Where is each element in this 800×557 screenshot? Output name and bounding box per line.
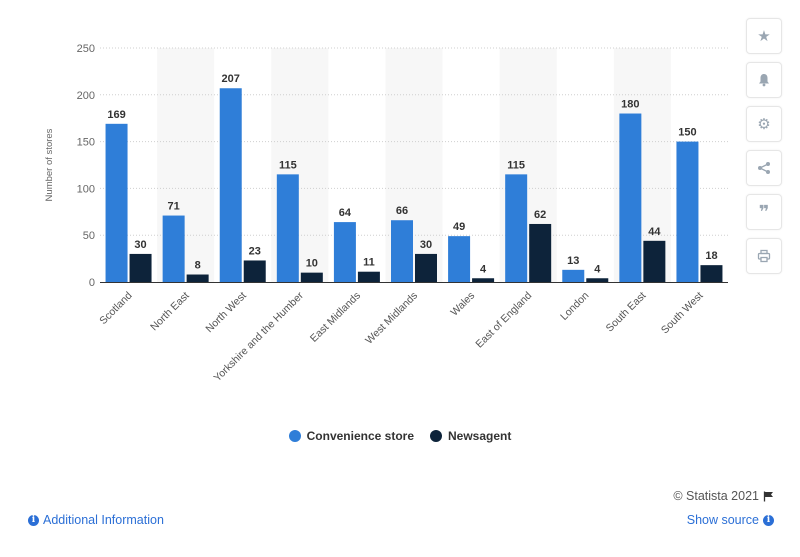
x-tick-label: North West	[203, 290, 249, 336]
y-axis-title: Number of stores	[44, 128, 55, 201]
data-label: 23	[249, 245, 261, 257]
data-label: 30	[420, 239, 432, 251]
x-tick-label: South East	[604, 290, 649, 335]
legend-marker-convenience-store	[288, 430, 301, 442]
y-tick-label: 150	[77, 137, 95, 149]
print-button[interactable]	[746, 238, 782, 274]
data-label: 8	[195, 260, 201, 272]
additional-information-link[interactable]: i Additional Information	[28, 513, 164, 527]
data-label: 4	[594, 263, 601, 275]
bar-newsagent[interactable]	[586, 278, 609, 282]
bar-newsagent[interactable]	[529, 223, 552, 282]
bell-icon	[759, 74, 769, 87]
data-label: 180	[621, 99, 639, 111]
bar-convenience-store[interactable]	[562, 269, 585, 282]
bar-convenience-store[interactable]	[276, 174, 299, 282]
data-label: 207	[222, 73, 240, 85]
data-label: 150	[678, 127, 696, 139]
data-label: 11	[363, 257, 375, 269]
bar-newsagent[interactable]	[357, 271, 380, 282]
bar-newsagent[interactable]	[300, 272, 323, 282]
y-tick-label: 0	[89, 277, 95, 289]
data-label: 44	[648, 226, 661, 238]
data-label: 62	[534, 209, 546, 221]
legend-item-convenience-store[interactable]: Convenience store	[288, 429, 414, 443]
data-label: 4	[480, 263, 487, 275]
gear-icon: ⚙	[757, 116, 771, 133]
bar-convenience-store[interactable]	[619, 113, 642, 283]
data-label: 18	[705, 250, 717, 262]
flag-icon[interactable]	[763, 491, 774, 502]
bar-convenience-store[interactable]	[105, 123, 128, 282]
data-label: 49	[453, 221, 465, 233]
data-label: 13	[567, 255, 579, 267]
data-label: 115	[507, 159, 525, 171]
legend-label: Newsagent	[448, 429, 512, 443]
bar-newsagent[interactable]	[415, 253, 437, 282]
bar-newsagent[interactable]	[243, 260, 266, 282]
show-source-link[interactable]: Show source i	[687, 513, 774, 527]
x-tick-label: North East	[148, 290, 192, 334]
bar-newsagent[interactable]	[129, 253, 152, 282]
additional-information-label: Additional Information	[43, 513, 164, 527]
bar-newsagent[interactable]	[472, 278, 495, 282]
y-axis-ticks: 0 50 100 150 200 250	[77, 43, 95, 289]
legend-label: Convenience store	[306, 429, 414, 443]
bar-convenience-store[interactable]	[219, 88, 242, 282]
info-icon: i	[763, 514, 774, 526]
data-label: 115	[279, 159, 297, 171]
data-label: 64	[339, 207, 352, 219]
x-tick-label: Scotland	[97, 290, 134, 327]
bars	[105, 88, 723, 283]
share-button[interactable]	[746, 150, 782, 186]
show-source-label: Show source	[686, 513, 759, 527]
legend: Convenience store Newsagent	[0, 429, 800, 443]
x-tick-label: South West	[659, 290, 706, 337]
legend-item-newsagent[interactable]: Newsagent	[430, 429, 511, 443]
star-icon: ★	[757, 28, 771, 45]
settings-button[interactable]: ⚙	[746, 106, 782, 142]
bar-convenience-store[interactable]	[391, 220, 413, 282]
y-tick-label: 50	[83, 230, 95, 242]
copyright-text: © Statista 2021	[673, 489, 759, 503]
share-icon	[758, 162, 770, 174]
x-tick-label: Wales	[448, 290, 477, 319]
x-tick-label: West Midlands	[363, 290, 420, 347]
bar-convenience-store[interactable]	[505, 174, 528, 282]
legend-marker-newsagent	[430, 430, 442, 442]
data-label: 66	[396, 205, 408, 217]
quote-icon: ❞	[758, 201, 770, 222]
y-tick-label: 100	[77, 183, 95, 195]
bar-newsagent[interactable]	[186, 274, 209, 282]
notification-button[interactable]	[746, 62, 782, 98]
bar-convenience-store[interactable]	[448, 236, 471, 282]
bar-newsagent[interactable]	[700, 265, 723, 282]
x-tick-label: London	[558, 290, 591, 323]
value-labels: 169 71 207 115 64 66 49 115 13 180 150 30 8 23 10 11 30 4…	[107, 73, 717, 275]
favorite-button[interactable]: ★	[746, 18, 782, 54]
bar-convenience-store[interactable]	[676, 141, 699, 282]
bar-convenience-store[interactable]	[162, 215, 185, 282]
cite-button[interactable]: ❞	[746, 194, 782, 230]
y-tick-label: 200	[77, 90, 95, 102]
copyright: © Statista 2021	[673, 489, 774, 503]
x-tick-label: East Midlands	[308, 290, 363, 345]
data-label: 10	[306, 258, 318, 270]
bar-newsagent[interactable]	[643, 240, 666, 282]
data-label: 30	[134, 239, 146, 251]
side-toolbar: ★ ⚙ ❞	[746, 18, 782, 274]
x-tick-label: East of England	[473, 290, 534, 351]
y-tick-label: 250	[77, 43, 95, 55]
print-icon	[757, 249, 771, 263]
bar-convenience-store[interactable]	[333, 222, 356, 282]
info-icon: i	[28, 514, 39, 526]
data-label: 71	[168, 201, 180, 213]
data-label: 169	[107, 109, 125, 121]
